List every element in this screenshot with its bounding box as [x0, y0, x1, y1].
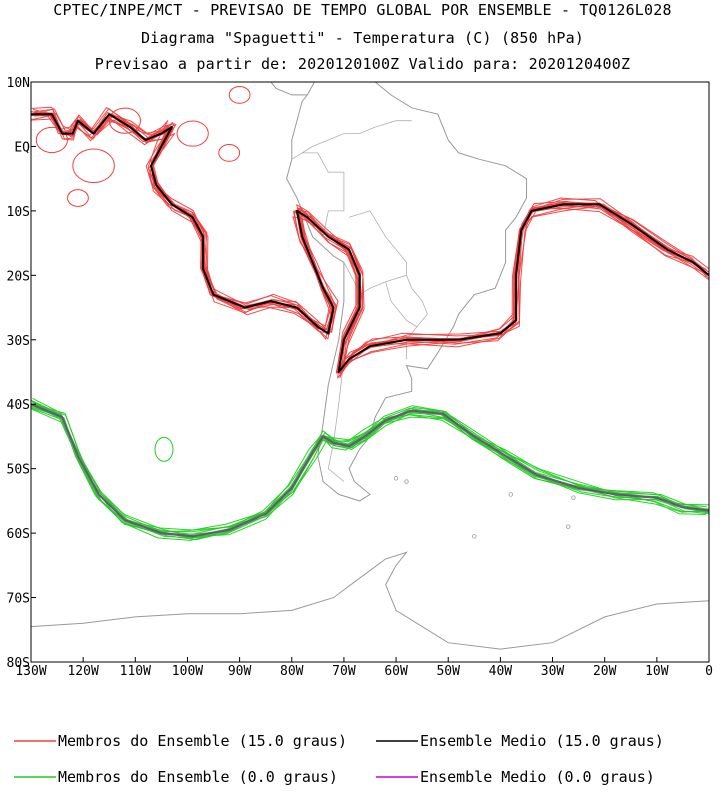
member-closed-contour	[35, 126, 68, 154]
x-tick-label: 20W	[593, 664, 617, 679]
ensemble-member-line	[31, 111, 709, 371]
ensemble-means	[31, 113, 709, 538]
island-outline	[565, 524, 571, 529]
axis-ticks: 130W 120W 110W 100W 90W 80W 70W 60W 50W 40W 30W 20W…	[7, 76, 713, 679]
country-border	[348, 210, 407, 296]
south-america-coast	[286, 82, 527, 502]
legend-label: Ensemble Medio (15.0 graus)	[420, 732, 664, 750]
central-america-coast	[270, 82, 308, 96]
ensemble-member-line	[31, 108, 709, 371]
member-closed-contour	[108, 107, 141, 134]
x-tick-label: 120W	[67, 664, 98, 679]
member-closed-contour	[72, 148, 115, 184]
y-tick-label: 30S	[7, 334, 30, 349]
ensemble-member-line	[32, 107, 707, 369]
member-closed-contour	[154, 436, 174, 462]
ensemble-member-line	[31, 112, 709, 373]
ensemble-member-line	[31, 400, 709, 531]
x-tick-label: 90W	[228, 664, 252, 679]
antarctica-coast	[31, 551, 709, 650]
y-tick-label: 10N	[7, 76, 30, 91]
y-tick-label: 50S	[7, 463, 30, 478]
ensemble-member-line	[31, 113, 709, 374]
legend-label: Membros do Ensemble (0.0 graus)	[58, 768, 338, 786]
x-tick-label: 0	[705, 664, 713, 679]
member-closed-contour	[228, 85, 251, 104]
x-tick-label: 110W	[120, 664, 151, 679]
x-tick-label: 70W	[332, 664, 356, 679]
ensemble-members	[31, 85, 709, 541]
ensemble-member-line	[31, 407, 707, 539]
ensemble-member-line	[33, 113, 709, 372]
ensemble-member-line	[31, 114, 709, 379]
y-tick-label: 10S	[7, 205, 30, 220]
x-tick-label: 80W	[280, 664, 304, 679]
chart-title: CPTEC/INPE/MCT - PREVISAO DE TEMPO GLOBA…	[53, 1, 672, 19]
country-border	[291, 120, 412, 160]
x-tick-label: 100W	[172, 664, 203, 679]
x-tick-label: 30W	[541, 664, 565, 679]
ensemble-member-line	[32, 397, 706, 533]
y-tick-label: 70S	[7, 592, 30, 607]
ensemble-member-line	[32, 401, 709, 537]
ensemble-member-line	[31, 403, 708, 539]
ensemble-member-line	[31, 106, 709, 367]
ensemble-member-line	[34, 113, 706, 375]
ensemble-member-line	[31, 399, 709, 535]
country-border	[302, 152, 345, 237]
y-tick-label: 40S	[7, 398, 30, 413]
island-outline	[508, 492, 514, 497]
forecast-validity: Previsao a partir de: 2020120100Z Valido…	[94, 55, 631, 73]
y-tick-label: 20S	[7, 269, 30, 284]
x-tick-label: 10W	[645, 664, 669, 679]
member-closed-contour	[218, 143, 241, 162]
ensemble-member-line	[31, 400, 709, 533]
legend-label: Membros do Ensemble (15.0 graus)	[58, 732, 347, 750]
ensemble-member-line	[31, 115, 709, 379]
y-tick-label: 80S	[7, 656, 30, 671]
plot-frame	[30, 81, 710, 663]
x-tick-label: 130W	[15, 664, 46, 679]
x-tick-label: 50W	[436, 664, 460, 679]
ensemble-mean-line	[31, 113, 709, 373]
y-tick-label: EQ	[14, 140, 30, 155]
island-outline	[571, 495, 576, 500]
member-closed-contour	[67, 189, 89, 207]
country-border	[385, 281, 418, 328]
island-outline	[393, 476, 399, 481]
ensemble-member-line	[31, 404, 709, 537]
x-tick-label: 40W	[489, 664, 513, 679]
island-outline	[404, 479, 409, 484]
y-tick-label: 60S	[7, 527, 30, 542]
island-outline	[472, 534, 477, 539]
country-border	[406, 275, 428, 360]
ensemble-member-line	[31, 113, 709, 374]
member-closed-contour	[176, 120, 209, 147]
ensemble-member-line	[34, 108, 708, 370]
ensemble-member-line	[31, 404, 709, 535]
ensemble-member-line	[31, 113, 709, 373]
legend: Membros do Ensemble (15.0 graus) Ensemble…	[14, 732, 664, 786]
ensemble-mean-line	[31, 403, 709, 538]
chart-subtitle: Diagrama "Spaguetti" - Temperatura (C) (…	[140, 29, 585, 47]
x-tick-label: 60W	[384, 664, 408, 679]
legend-label: Ensemble Medio (0.0 graus)	[420, 768, 655, 786]
ensemble-member-line	[33, 108, 707, 373]
ensemble-member-line	[31, 113, 709, 373]
